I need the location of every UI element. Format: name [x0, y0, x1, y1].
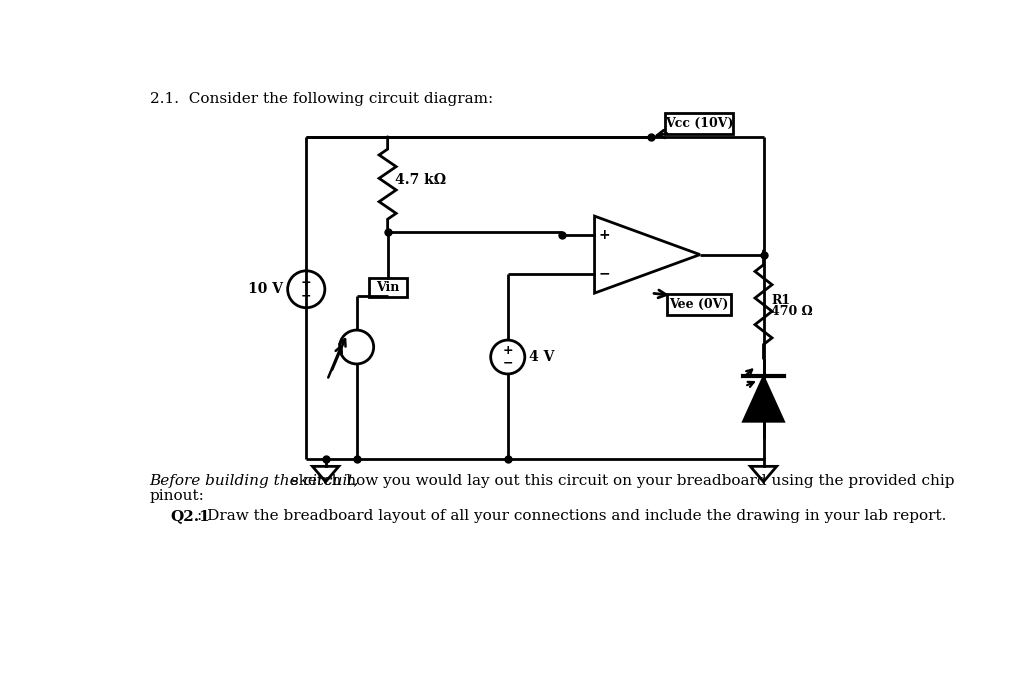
Text: +: + — [503, 344, 513, 357]
Text: 470 Ω: 470 Ω — [771, 305, 813, 318]
Text: −: − — [503, 357, 513, 370]
Text: pinout:: pinout: — [150, 489, 205, 502]
Text: Before building the circuit,: Before building the circuit, — [150, 474, 359, 488]
Text: Vee (0V): Vee (0V) — [670, 298, 729, 311]
Text: 10 V: 10 V — [248, 282, 283, 296]
Polygon shape — [743, 376, 784, 422]
Text: −: − — [598, 267, 609, 281]
Text: 2.1.  Consider the following circuit diagram:: 2.1. Consider the following circuit diag… — [150, 92, 493, 106]
Text: : Draw the breadboard layout of all your connections and include the drawing in : : Draw the breadboard layout of all your… — [197, 508, 946, 523]
Text: R1: R1 — [771, 294, 791, 306]
Text: +: + — [301, 276, 311, 289]
Text: −: − — [301, 290, 311, 303]
Text: Vin: Vin — [376, 281, 399, 294]
Text: Vcc (10V): Vcc (10V) — [665, 117, 733, 130]
Text: +: + — [598, 228, 609, 242]
Text: 4 V: 4 V — [528, 350, 554, 364]
Text: 4.7 kΩ: 4.7 kΩ — [395, 174, 446, 187]
Text: Q2.1: Q2.1 — [171, 508, 210, 523]
Text: sketch how you would lay out this circuit on your breadboard using the provided : sketch how you would lay out this circui… — [286, 474, 954, 488]
